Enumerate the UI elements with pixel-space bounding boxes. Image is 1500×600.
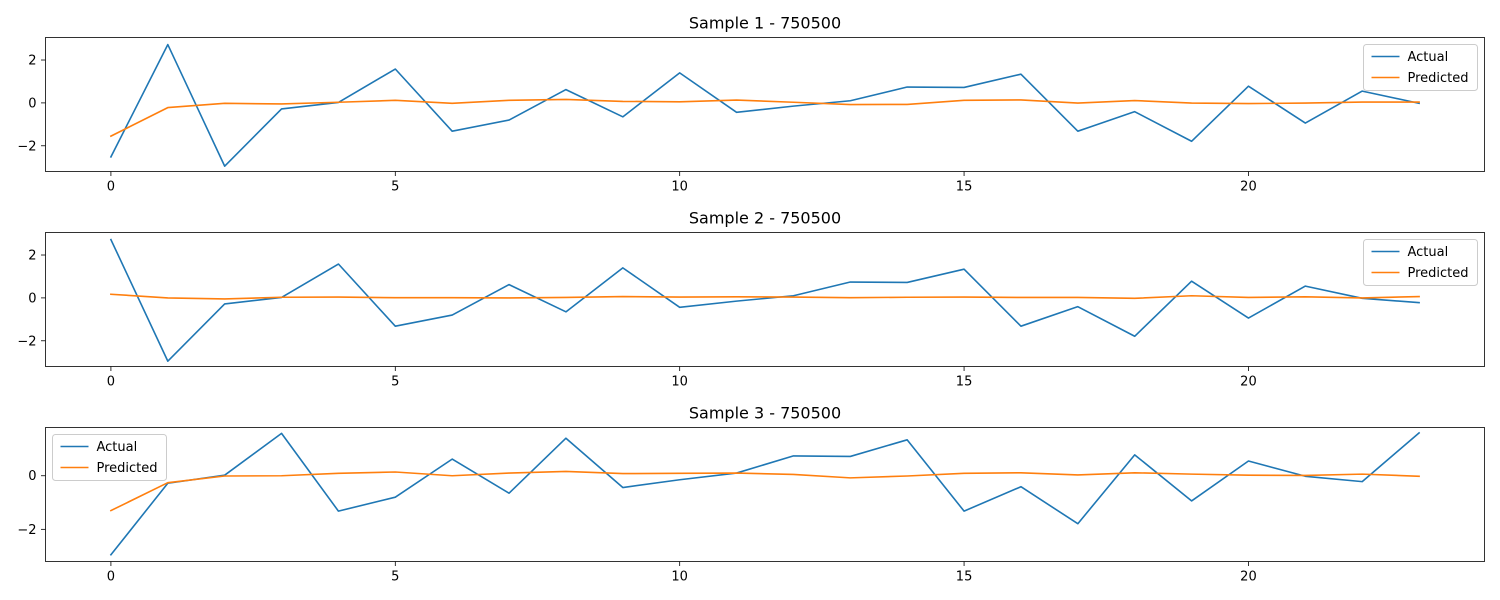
legend-label-actual: Actual bbox=[97, 440, 138, 455]
legend: Actual Predicted bbox=[1363, 44, 1478, 91]
x-tick-label: 10 bbox=[671, 570, 688, 585]
series-line-predicted bbox=[110, 293, 1420, 300]
legend-label-predicted: Predicted bbox=[1408, 266, 1469, 281]
y-tick-label: −2 bbox=[17, 523, 36, 538]
x-tick-label: 15 bbox=[956, 180, 973, 195]
x-tick-label: 5 bbox=[391, 375, 399, 390]
legend-label-actual: Actual bbox=[1408, 245, 1449, 260]
x-tick-label: 20 bbox=[1240, 375, 1257, 390]
y-tick-label: −2 bbox=[17, 334, 36, 349]
y-tick-label: 0 bbox=[28, 469, 36, 484]
y-tick-label: 0 bbox=[28, 291, 36, 306]
y-tick-label: 0 bbox=[28, 96, 36, 111]
legend: Actual Predicted bbox=[1363, 239, 1478, 286]
y-tick-label: 2 bbox=[28, 249, 36, 264]
plot-area bbox=[45, 232, 1485, 367]
plot-area bbox=[45, 427, 1485, 562]
series-line-actual bbox=[109, 43, 1421, 167]
x-tick-label: 20 bbox=[1240, 570, 1257, 585]
subplot-title: Sample 1 - 750500 bbox=[689, 14, 841, 33]
x-tick-label: 0 bbox=[107, 570, 115, 585]
subplot-1: Sample 1 - 750500 0 5 10 15 20 −2 0 2 Actual Predi… bbox=[17, 14, 1485, 195]
legend: Actual Predicted bbox=[52, 434, 167, 481]
legend-label-predicted: Predicted bbox=[97, 461, 158, 476]
x-tick-label: 5 bbox=[391, 180, 399, 195]
series-line-actual bbox=[109, 238, 1420, 362]
series-line-predicted bbox=[109, 470, 1420, 512]
x-tick-label: 15 bbox=[956, 375, 973, 390]
x-tick-label: 20 bbox=[1240, 180, 1257, 195]
x-tick-label: 10 bbox=[671, 180, 688, 195]
subplot-title: Sample 3 - 750500 bbox=[689, 404, 841, 423]
x-tick-label: 0 bbox=[107, 180, 115, 195]
subplot-2: Sample 2 - 750500 0 5 10 15 20 −2 0 2 Actual Predi… bbox=[17, 209, 1485, 390]
series-line-actual bbox=[109, 431, 1421, 556]
subplot-title: Sample 2 - 750500 bbox=[689, 209, 841, 228]
series-line-predicted bbox=[109, 98, 1420, 138]
x-tick-label: 0 bbox=[107, 375, 115, 390]
x-tick-label: 5 bbox=[391, 570, 399, 585]
x-tick-label: 15 bbox=[956, 570, 973, 585]
subplot-3: Sample 3 - 750500 0 5 10 15 20 −2 0 Actual Predic… bbox=[17, 404, 1485, 585]
x-tick-label: 10 bbox=[671, 375, 688, 390]
legend-label-predicted: Predicted bbox=[1408, 71, 1469, 86]
legend-label-actual: Actual bbox=[1408, 50, 1449, 65]
y-tick-label: 2 bbox=[28, 54, 36, 69]
y-tick-label: −2 bbox=[17, 139, 36, 154]
